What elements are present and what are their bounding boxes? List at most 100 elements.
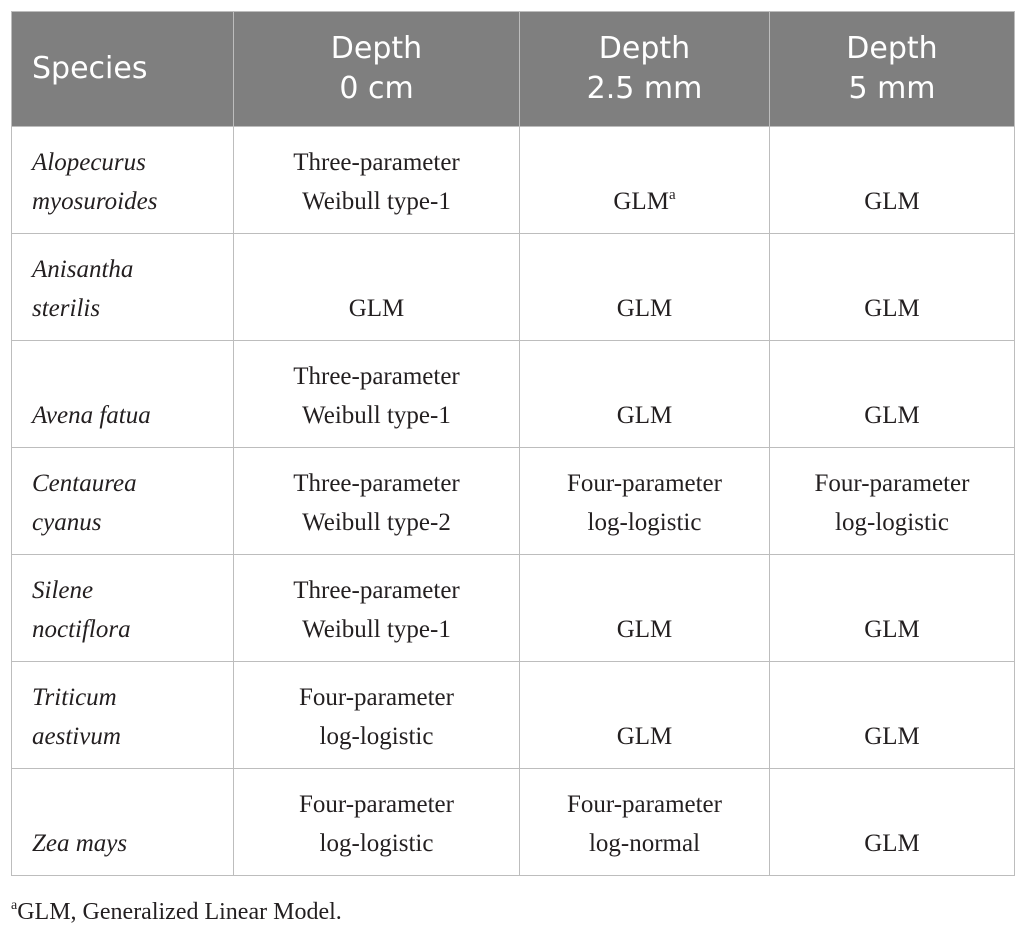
column-header: Depth 0 cm xyxy=(233,11,520,127)
model-name-text: GLM xyxy=(348,295,405,322)
species-name-line: cyanus xyxy=(32,509,102,536)
species-cell: Anisantha sterilis xyxy=(11,233,234,341)
model-name-line: GLM xyxy=(770,717,1014,756)
model-name-line: Four-parameter xyxy=(520,464,769,503)
model-name-line: Three-parameter xyxy=(234,464,519,503)
species-name-line: sterilis xyxy=(32,295,101,322)
model-cell: GLMa xyxy=(519,126,770,234)
table-footnote: aGLM, Generalized Linear Model. xyxy=(11,897,342,927)
model-name-text: log-normal xyxy=(588,830,701,857)
model-cell: GLM xyxy=(519,340,770,448)
model-name-line: Weibull type-2 xyxy=(234,503,519,542)
column-header-line: Depth xyxy=(598,31,691,66)
data-table: Species Depth 0 cm Depth 2.5 mm Depth 5 mm Alo… xyxy=(11,11,1015,876)
model-name-line: log-logistic xyxy=(234,717,519,756)
model-name-text: Four-parameter xyxy=(814,470,970,497)
model-cell: Four-parameter log-normal xyxy=(519,768,770,876)
model-name-text: Three-parameter xyxy=(293,577,460,604)
species-name-line: Avena fatua xyxy=(32,402,151,429)
model-name-line: Four-parameter xyxy=(770,464,1014,503)
species-name-line: aestivum xyxy=(32,723,121,750)
species-cell: Avena fatua xyxy=(11,340,234,448)
model-name-line: GLM xyxy=(770,396,1014,435)
species-name-line: myosuroides xyxy=(32,188,158,215)
model-cell: GLM xyxy=(769,126,1015,234)
model-name-text: log-logistic xyxy=(835,509,949,536)
model-name-text: Four-parameter xyxy=(299,791,454,818)
column-header: Depth 2.5 mm xyxy=(519,11,770,127)
table-row: Anisantha sterilis GLM GLM GLM xyxy=(11,233,1015,341)
model-name-text: Four-parameter xyxy=(567,470,722,497)
species-name-line: Anisantha xyxy=(32,256,134,283)
model-name-line: Three-parameter xyxy=(234,357,519,396)
model-name-line: GLM xyxy=(770,610,1014,649)
species-cell: Silene noctiflora xyxy=(11,554,234,662)
column-header-line: Depth xyxy=(846,31,938,66)
model-cell: GLM xyxy=(769,768,1015,876)
model-name-text: GLM xyxy=(864,616,920,643)
header-row: Species Depth 0 cm Depth 2.5 mm Depth 5 mm xyxy=(11,11,1015,127)
species-name-line: Alopecurus xyxy=(32,149,146,176)
model-name-line: GLM xyxy=(770,289,1014,328)
footnote-text: GLM, Generalized Linear Model. xyxy=(17,899,342,925)
model-cell: GLM xyxy=(519,233,770,341)
model-name-text: GLM xyxy=(616,295,673,322)
model-name-line: GLM xyxy=(520,610,769,649)
column-header-line: 5 mm xyxy=(848,71,936,106)
model-name-text: GLM xyxy=(616,616,673,643)
table-row: Zea mays Four-parameter log-logistic Four-p… xyxy=(11,768,1015,876)
model-cell: GLM xyxy=(769,340,1015,448)
model-name-text: Weibull type-2 xyxy=(302,509,451,536)
model-cell: Four-parameter log-logistic xyxy=(233,661,520,769)
model-name-text: Weibull type-1 xyxy=(302,616,451,643)
table-row: Silene noctiflora Three-parameter Weibull t… xyxy=(11,554,1015,662)
model-name-line: log-normal xyxy=(520,824,769,863)
model-cell: Four-parameter log-logistic xyxy=(769,447,1015,555)
model-cell: Three-parameter Weibull type-2 xyxy=(233,447,520,555)
model-name-line: Weibull type-1 xyxy=(234,182,519,221)
species-cell: Centaurea cyanus xyxy=(11,447,234,555)
model-cell: GLM xyxy=(519,661,770,769)
model-name-text: Four-parameter xyxy=(567,791,722,818)
model-name-line: GLMa xyxy=(520,182,769,221)
table-row: Centaurea cyanus Three-parameter Weibull ty… xyxy=(11,447,1015,555)
table-row: Alopecurus myosuroides Three-parameter Weib… xyxy=(11,126,1015,234)
model-name-line: Four-parameter xyxy=(520,785,769,824)
model-name-text: log-logistic xyxy=(319,723,434,750)
column-header: Depth 5 mm xyxy=(769,11,1015,127)
model-name-text: log-logistic xyxy=(587,509,702,536)
species-cell: Zea mays xyxy=(11,768,234,876)
model-name-line: Weibull type-1 xyxy=(234,610,519,649)
model-name-text: Three-parameter xyxy=(293,363,460,390)
model-name-text: GLM xyxy=(864,723,920,750)
table-row: Avena fatua Three-parameter Weibull type-1… xyxy=(11,340,1015,448)
model-name-line: GLM xyxy=(520,396,769,435)
model-name-line: GLM xyxy=(770,824,1014,863)
model-name-line: GLM xyxy=(770,182,1014,221)
model-name-text: Three-parameter xyxy=(293,470,460,497)
species-cell: Triticum aestivum xyxy=(11,661,234,769)
column-header-line: 0 cm xyxy=(339,71,414,106)
model-name-text: Weibull type-1 xyxy=(302,402,451,429)
model-cell: GLM xyxy=(769,554,1015,662)
footnote-marker: a xyxy=(11,898,18,913)
column-header-line: 2.5 mm xyxy=(586,71,703,106)
model-name-text: log-logistic xyxy=(319,830,434,857)
model-cell: Four-parameter log-logistic xyxy=(519,447,770,555)
model-cell: GLM xyxy=(769,233,1015,341)
species-name-line: Centaurea xyxy=(32,470,137,497)
species-name-line: Silene xyxy=(32,577,94,604)
model-name-line: log-logistic xyxy=(770,503,1014,542)
model-cell: Three-parameter Weibull type-1 xyxy=(233,340,520,448)
model-name-line: Weibull type-1 xyxy=(234,396,519,435)
model-name-line: GLM xyxy=(520,289,769,328)
model-name-line: Four-parameter xyxy=(234,678,519,717)
model-name-line: Three-parameter xyxy=(234,143,519,182)
model-name-line: GLM xyxy=(520,717,769,756)
model-name-line: Four-parameter xyxy=(234,785,519,824)
column-header: Species xyxy=(11,11,234,127)
model-name-text: GLM xyxy=(864,188,920,215)
column-header-line: Species xyxy=(32,51,148,86)
model-name-line: log-logistic xyxy=(520,503,769,542)
model-name-text: GLM xyxy=(616,723,673,750)
